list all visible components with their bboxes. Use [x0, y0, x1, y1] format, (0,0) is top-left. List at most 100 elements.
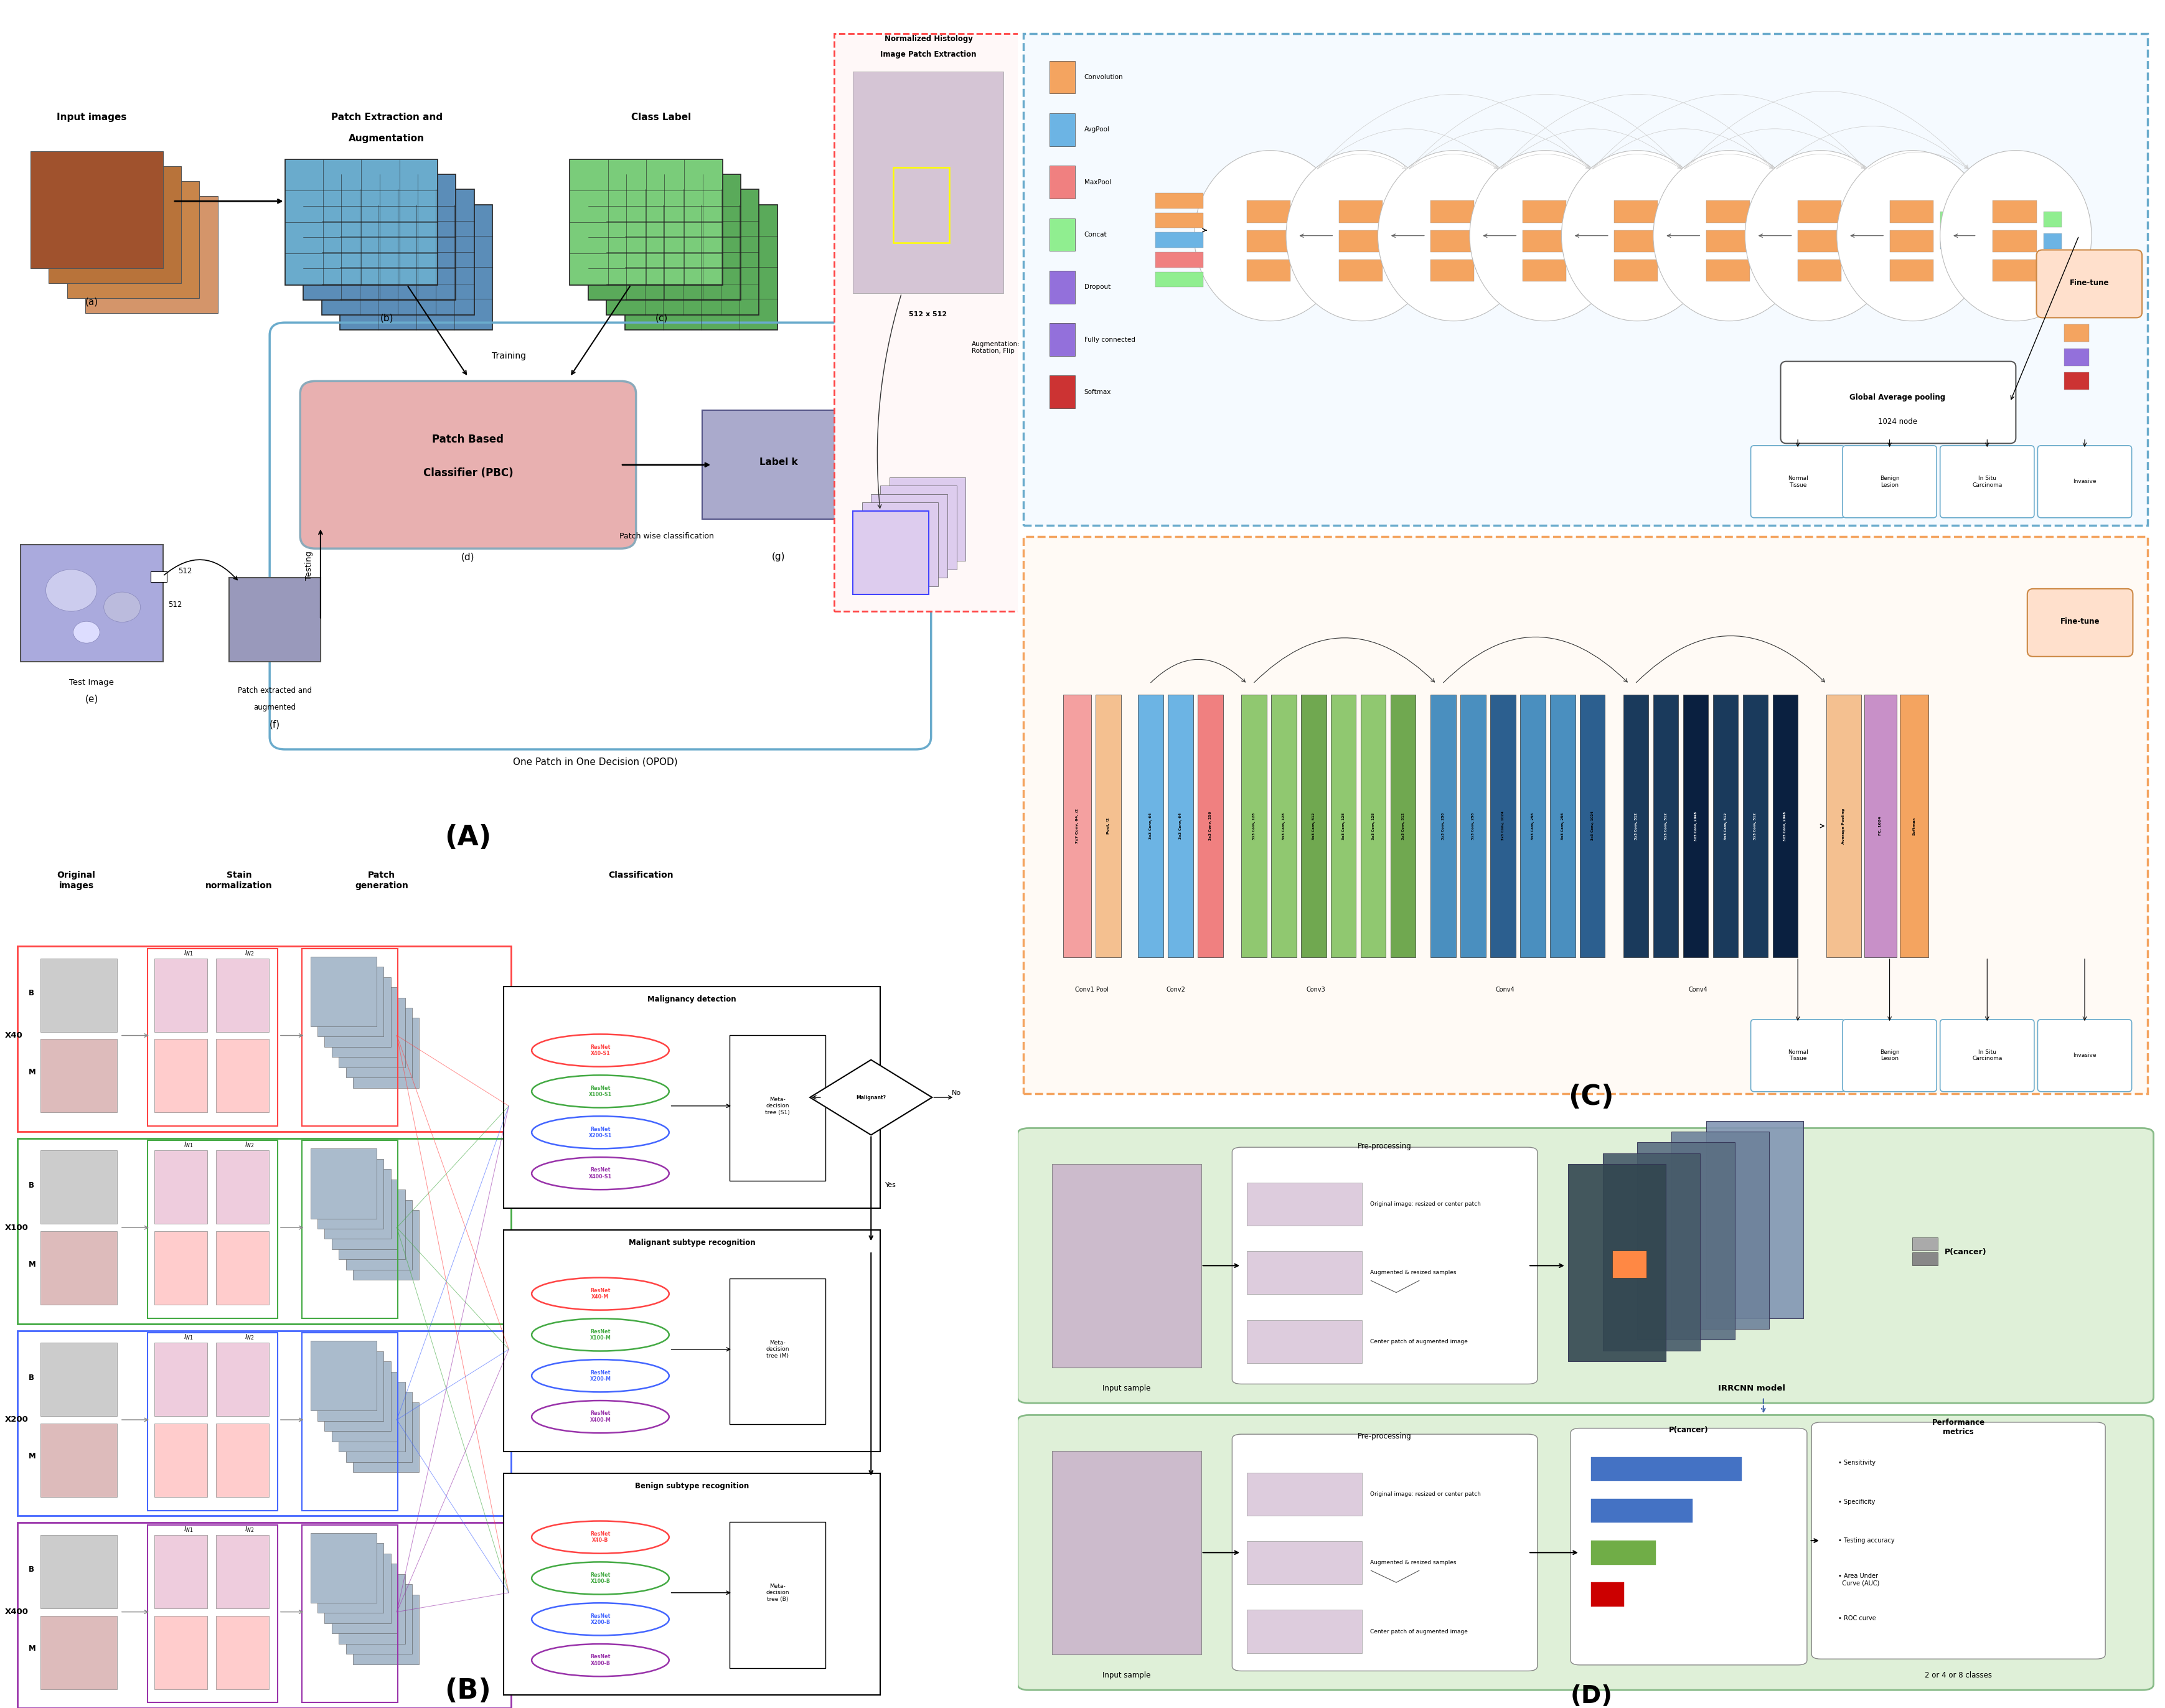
FancyBboxPatch shape: [1842, 446, 1938, 518]
Bar: [1615, 260, 1658, 282]
Bar: [323, 190, 474, 314]
Text: Pool, /2: Pool, /2: [1106, 818, 1111, 834]
Ellipse shape: [1195, 150, 1347, 321]
FancyBboxPatch shape: [2037, 1020, 2133, 1091]
Text: ResNet
X100-B: ResNet X100-B: [591, 1571, 611, 1585]
Bar: [1706, 260, 1749, 282]
Text: Normalized Histology: Normalized Histology: [883, 34, 972, 43]
Bar: [1522, 260, 1565, 282]
Text: (c): (c): [656, 314, 667, 323]
Bar: [1591, 1541, 1656, 1565]
Bar: [154, 1423, 208, 1496]
Text: 3x3 Conv, 128: 3x3 Conv, 128: [1342, 813, 1344, 839]
Text: Performance
metrics: Performance metrics: [1931, 1418, 1985, 1436]
Ellipse shape: [533, 1401, 669, 1433]
Text: Augmented & resized samples: Augmented & resized samples: [1370, 1559, 1457, 1566]
Bar: [1912, 1238, 1938, 1250]
Bar: [353, 1211, 420, 1279]
Bar: [41, 1151, 117, 1225]
Text: Malignant?: Malignant?: [855, 1095, 885, 1100]
Text: Original image: resized or center patch: Original image: resized or center patch: [1370, 1201, 1481, 1208]
Ellipse shape: [1836, 150, 1987, 321]
Ellipse shape: [1561, 150, 1713, 321]
Ellipse shape: [533, 1602, 669, 1636]
Bar: [154, 1151, 208, 1225]
Bar: [1390, 212, 1407, 227]
Bar: [1050, 323, 1074, 355]
Text: M: M: [28, 1068, 37, 1076]
Text: 3x3 Conv, 2048: 3x3 Conv, 2048: [1695, 811, 1697, 840]
Text: Pre-processing: Pre-processing: [1357, 1143, 1412, 1149]
Text: Conv4: Conv4: [1496, 987, 1515, 992]
Text: FC, 1024: FC, 1024: [1879, 816, 1881, 835]
Text: ResNet
X200-M: ResNet X200-M: [589, 1370, 611, 1382]
Bar: [1756, 212, 1775, 227]
Bar: [346, 1201, 411, 1269]
Text: Meta-
decision
tree (S1): Meta- decision tree (S1): [764, 1097, 790, 1115]
Bar: [286, 159, 437, 285]
Text: B: B: [28, 1373, 35, 1382]
Text: ResNet
X40-M: ResNet X40-M: [591, 1288, 611, 1300]
Bar: [1940, 212, 1959, 227]
Bar: [1797, 202, 1842, 222]
Text: M: M: [28, 1645, 37, 1653]
Bar: [2063, 325, 2089, 342]
Bar: [1827, 695, 1862, 956]
Text: Malignancy detection: Malignancy detection: [647, 996, 736, 1003]
Text: Conv2: Conv2: [1167, 987, 1186, 992]
Bar: [340, 1190, 405, 1259]
Ellipse shape: [1654, 150, 1806, 321]
Text: Original image: resized or center patch: Original image: resized or center patch: [1370, 1491, 1481, 1496]
Bar: [325, 1554, 390, 1623]
FancyBboxPatch shape: [1232, 1148, 1537, 1383]
Text: $I_{N1}$: $I_{N1}$: [184, 948, 193, 956]
Bar: [1167, 695, 1193, 956]
FancyBboxPatch shape: [504, 1472, 881, 1694]
FancyBboxPatch shape: [1232, 1435, 1537, 1670]
Text: Image Patch Extraction: Image Patch Extraction: [881, 51, 976, 58]
Text: • ROC curve: • ROC curve: [1838, 1616, 1875, 1621]
Bar: [1890, 260, 1933, 282]
Text: X200: X200: [4, 1416, 28, 1424]
Bar: [1247, 202, 1290, 222]
Bar: [310, 1534, 377, 1602]
Bar: [1156, 214, 1204, 229]
Text: Stain
normalization: Stain normalization: [206, 871, 273, 890]
Bar: [41, 958, 117, 1032]
Bar: [2063, 348, 2089, 366]
Text: 3x3 Conv, 64: 3x3 Conv, 64: [1180, 813, 1182, 839]
Text: 3x3 Conv, 64: 3x3 Conv, 64: [1150, 813, 1152, 839]
Bar: [1574, 234, 1591, 249]
Text: Yes: Yes: [885, 1182, 896, 1189]
FancyBboxPatch shape: [853, 72, 1002, 294]
Bar: [1522, 202, 1565, 222]
Text: (d): (d): [461, 552, 474, 562]
Text: 3x3 Conv, 1024: 3x3 Conv, 1024: [1500, 811, 1505, 840]
Text: $I_{N2}$: $I_{N2}$: [245, 1525, 253, 1534]
Bar: [154, 1231, 208, 1305]
Bar: [1574, 212, 1591, 227]
Bar: [1481, 234, 1500, 249]
Bar: [318, 1160, 383, 1228]
Text: ResNet
X40-S1: ResNet X40-S1: [591, 1044, 611, 1057]
Bar: [41, 1342, 117, 1416]
Text: P(cancer): P(cancer): [1944, 1249, 1987, 1255]
Bar: [2063, 372, 2089, 389]
Text: X100: X100: [4, 1223, 28, 1231]
Bar: [41, 1231, 117, 1305]
Text: 3x3 Conv, 256: 3x3 Conv, 256: [1472, 813, 1474, 840]
Text: Conv3: Conv3: [1305, 987, 1325, 992]
Text: Input sample: Input sample: [1102, 1383, 1150, 1392]
Bar: [1431, 695, 1455, 956]
Text: Class Label: Class Label: [632, 113, 691, 123]
Bar: [154, 1535, 208, 1609]
Text: 2 or 4 or 8 classes: 2 or 4 or 8 classes: [1925, 1670, 1992, 1679]
Bar: [216, 1231, 268, 1305]
FancyBboxPatch shape: [19, 545, 162, 661]
Text: Augmented & resized samples: Augmented & resized samples: [1370, 1271, 1457, 1276]
Text: M: M: [28, 1261, 37, 1269]
Bar: [1331, 695, 1355, 956]
Bar: [353, 1595, 420, 1664]
Text: • Specificity: • Specificity: [1838, 1498, 1875, 1505]
Bar: [1338, 260, 1383, 282]
